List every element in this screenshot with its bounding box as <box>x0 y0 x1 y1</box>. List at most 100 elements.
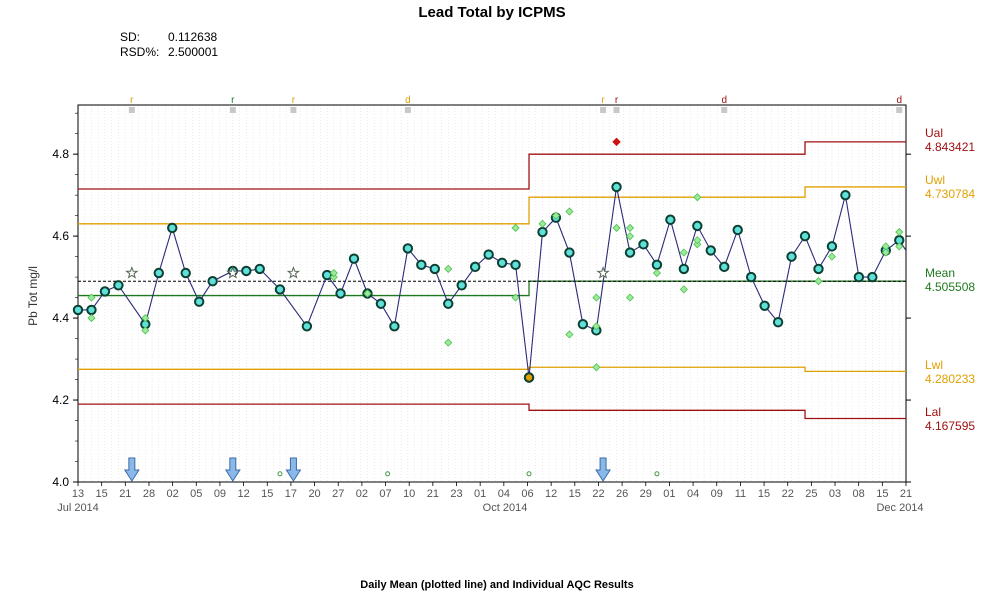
mean-point <box>813 263 824 275</box>
mean-series <box>72 181 907 383</box>
individual-result-marker <box>444 264 453 273</box>
down-arrow-marker <box>285 457 302 482</box>
x-tick-label: 15 <box>569 488 581 500</box>
mean-line <box>78 186 907 378</box>
individual-result-marker <box>679 248 688 257</box>
individual-result-marker <box>895 242 904 251</box>
mean-point <box>867 271 878 283</box>
mean-point <box>167 222 178 234</box>
mean-point <box>241 265 252 277</box>
x-tick-label: 02 <box>356 488 368 500</box>
mean-point <box>321 269 333 281</box>
control-limit-lines <box>78 141 906 420</box>
x-tick-label: 12 <box>237 488 249 500</box>
plot-frame <box>77 104 907 483</box>
y-tick-label: 4.0 <box>52 475 69 489</box>
x-tick-label: 22 <box>592 488 604 500</box>
sd-label: SD: <box>120 30 140 44</box>
individual-result-marker <box>329 273 338 282</box>
limit-label-value: 4.505508 <box>925 280 975 294</box>
individual-result-marker <box>565 330 574 339</box>
flag-letter: r <box>130 95 134 106</box>
x-tick-label: 13 <box>72 488 84 500</box>
mean-point <box>638 239 649 250</box>
x-tick-label: 29 <box>640 488 652 500</box>
x-tick-label: 15 <box>758 488 770 500</box>
down-arrow-marker <box>224 457 241 482</box>
flag-marker <box>404 107 411 113</box>
x-tick-label: 11 <box>735 488 746 500</box>
individual-result-marker <box>444 338 453 347</box>
x-tick-label: 03 <box>829 488 841 500</box>
limit-label-value: 4.730784 <box>925 187 975 201</box>
limit-label-name: Lal <box>925 405 941 419</box>
mean-point <box>180 267 191 279</box>
flag-letter: r <box>231 95 235 106</box>
star-marker <box>596 266 610 279</box>
x-axis: 13 15 21 28 02 05 09 12 15 17 20 27 02 07 10 21 23 01 04 06… <box>57 482 924 514</box>
flag-marker <box>896 107 903 113</box>
x-tick-label: 12 <box>545 488 557 500</box>
mean-point <box>772 316 784 328</box>
limit-label-name: Lwl <box>925 358 943 372</box>
mean-point <box>564 247 575 258</box>
mean-point <box>678 263 690 275</box>
mean-point <box>207 276 218 287</box>
grid <box>84 105 900 482</box>
flag-marker <box>721 107 728 113</box>
mean-point <box>375 298 387 309</box>
individual-result-marker <box>679 285 688 294</box>
individual-result-marker <box>612 223 621 233</box>
individual-result-marker <box>693 193 702 202</box>
x-tick-label: 22 <box>782 488 794 500</box>
rsd-label: RSD%: <box>120 45 159 59</box>
limit-line-ual <box>78 141 906 190</box>
x-month-label: Jul 2014 <box>57 502 99 514</box>
flag-letter: r <box>601 95 605 106</box>
individual-result-marker <box>881 248 890 257</box>
star-marker <box>125 266 139 279</box>
y-tick-label: 4.8 <box>52 147 69 161</box>
mean-point <box>254 263 265 275</box>
mean-point <box>719 261 730 273</box>
flag-letter: d <box>721 95 727 106</box>
mean-point <box>301 321 313 332</box>
mean-point <box>799 230 811 242</box>
individual-result-marker <box>511 223 520 233</box>
mean-point <box>786 251 797 262</box>
mean-point <box>86 304 97 316</box>
mean-point <box>99 286 111 297</box>
x-tick-label: 17 <box>285 488 297 500</box>
x-tick-label: 20 <box>308 488 320 500</box>
x-tick-label: 28 <box>143 488 155 500</box>
mean-point <box>705 245 716 256</box>
small-dot-marker <box>385 471 391 477</box>
mean-point <box>537 226 548 238</box>
mean-point <box>577 319 589 330</box>
mean-point <box>274 284 286 295</box>
x-tick-label: 09 <box>711 488 723 500</box>
flag-letter: r <box>292 95 296 106</box>
x-tick-label: 15 <box>96 488 108 500</box>
individual-result-marker <box>693 236 702 245</box>
mean-point <box>510 259 521 271</box>
flag-letter: d <box>896 95 902 106</box>
x-tick-label: 04 <box>687 488 699 500</box>
x-tick-label: 06 <box>521 488 533 500</box>
y-tick-label: 4.6 <box>52 229 69 243</box>
individual-result-marker <box>625 223 635 233</box>
individual-result-marker <box>814 277 823 286</box>
mean-point <box>759 300 770 311</box>
individual-result-marker <box>592 293 601 302</box>
x-tick-label: 05 <box>190 488 202 500</box>
rejected-result-marker <box>612 137 621 147</box>
individual-result-marker <box>141 326 150 335</box>
individual-result-marker <box>652 268 661 278</box>
x-tick-label: 21 <box>427 488 439 500</box>
down-arrow-marker <box>123 457 140 482</box>
limit-line-lwl <box>78 366 906 373</box>
x-tick-label: 27 <box>332 488 344 500</box>
limit-label-value: 4.843421 <box>925 140 975 154</box>
limit-label-value: 4.280233 <box>925 372 975 386</box>
